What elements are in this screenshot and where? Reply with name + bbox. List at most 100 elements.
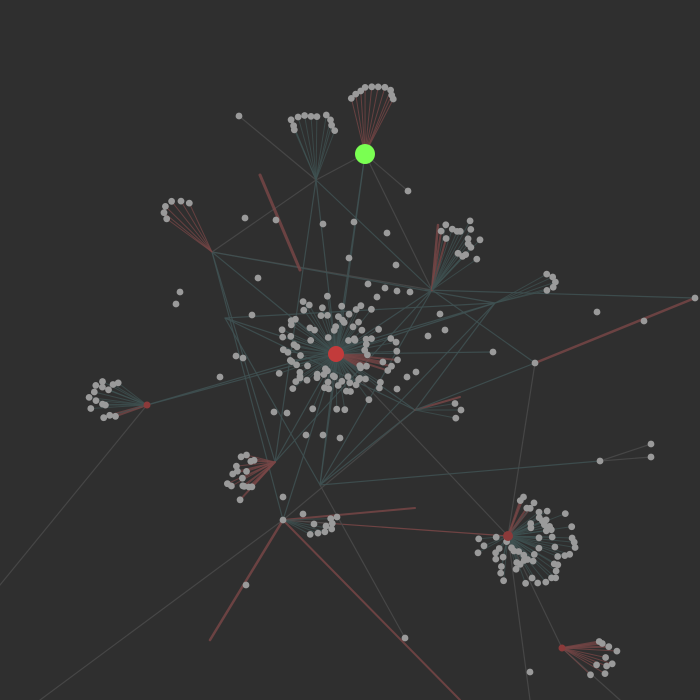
leaf-node[interactable]: [393, 287, 401, 295]
leaf-node[interactable]: [287, 116, 295, 124]
leaf-node[interactable]: [529, 557, 537, 565]
leaf-node[interactable]: [541, 521, 548, 529]
leaf-node[interactable]: [593, 308, 601, 316]
leaf-node[interactable]: [311, 326, 318, 334]
leaf-node[interactable]: [473, 255, 481, 263]
leaf-node[interactable]: [548, 574, 555, 582]
leaf-node[interactable]: [250, 456, 258, 464]
leaf-node[interactable]: [176, 288, 184, 296]
leaf-node[interactable]: [552, 567, 560, 575]
leaf-node[interactable]: [593, 661, 600, 669]
leaf-node[interactable]: [551, 543, 559, 551]
leaf-node[interactable]: [437, 227, 445, 235]
leaf-node[interactable]: [177, 197, 185, 205]
leaf-node[interactable]: [302, 431, 310, 439]
leaf-node[interactable]: [163, 215, 171, 223]
leaf-node[interactable]: [306, 531, 314, 538]
leaf-node[interactable]: [112, 412, 119, 420]
leaf-node[interactable]: [373, 293, 381, 301]
leaf-node[interactable]: [279, 333, 287, 341]
leaf-node[interactable]: [317, 312, 325, 319]
leaf-node[interactable]: [394, 356, 401, 364]
leaf-node[interactable]: [322, 522, 330, 530]
leaf-node[interactable]: [512, 565, 520, 573]
leaf-node[interactable]: [99, 378, 106, 385]
leaf-node[interactable]: [531, 359, 539, 367]
leaf-node[interactable]: [287, 332, 295, 340]
leaf-node[interactable]: [451, 400, 459, 407]
leaf-node[interactable]: [340, 319, 348, 326]
leaf-node[interactable]: [347, 95, 355, 102]
leaf-node[interactable]: [361, 84, 369, 91]
leaf-node[interactable]: [549, 283, 557, 291]
leaf-node[interactable]: [404, 187, 412, 195]
leaf-node[interactable]: [587, 671, 594, 679]
hub-node[interactable]: [143, 401, 151, 409]
selected-node[interactable]: [355, 144, 375, 164]
leaf-node[interactable]: [324, 378, 332, 386]
leaf-node[interactable]: [352, 381, 360, 389]
leaf-node[interactable]: [322, 365, 329, 373]
leaf-node[interactable]: [554, 553, 562, 560]
leaf-node[interactable]: [377, 378, 384, 386]
leaf-node[interactable]: [602, 654, 609, 661]
leaf-node[interactable]: [376, 384, 383, 392]
leaf-node[interactable]: [476, 236, 484, 244]
leaf-node[interactable]: [406, 288, 414, 296]
leaf-node[interactable]: [92, 382, 100, 389]
leaf-node[interactable]: [109, 381, 117, 388]
leaf-node[interactable]: [333, 405, 341, 413]
leaf-node[interactable]: [99, 400, 106, 408]
leaf-node[interactable]: [349, 323, 357, 331]
leaf-node[interactable]: [534, 579, 542, 587]
leaf-node[interactable]: [319, 431, 327, 439]
leaf-node[interactable]: [160, 209, 168, 217]
leaf-node[interactable]: [364, 280, 372, 288]
leaf-node[interactable]: [535, 508, 543, 516]
leaf-node[interactable]: [345, 337, 352, 344]
leaf-node[interactable]: [568, 523, 576, 531]
leaf-node[interactable]: [185, 199, 193, 207]
leaf-node[interactable]: [474, 549, 482, 557]
leaf-node[interactable]: [520, 493, 527, 501]
leaf-node[interactable]: [328, 520, 336, 527]
leaf-node[interactable]: [333, 513, 341, 521]
leaf-node[interactable]: [239, 482, 247, 490]
leaf-node[interactable]: [162, 203, 169, 210]
leaf-node[interactable]: [467, 226, 475, 233]
leaf-node[interactable]: [547, 526, 555, 534]
leaf-node[interactable]: [561, 510, 569, 517]
leaf-node[interactable]: [351, 336, 359, 344]
leaf-node[interactable]: [243, 451, 250, 459]
leaf-node[interactable]: [452, 414, 460, 422]
leaf-node[interactable]: [530, 499, 538, 507]
leaf-node[interactable]: [235, 112, 243, 120]
leaf-node[interactable]: [392, 338, 400, 346]
leaf-node[interactable]: [526, 668, 534, 676]
leaf-node[interactable]: [570, 538, 578, 546]
leaf-node[interactable]: [290, 341, 298, 349]
leaf-node[interactable]: [345, 310, 353, 318]
leaf-node[interactable]: [522, 579, 529, 587]
leaf-node[interactable]: [454, 249, 462, 257]
leaf-node[interactable]: [497, 569, 505, 577]
leaf-node[interactable]: [601, 670, 609, 677]
leaf-node[interactable]: [233, 462, 240, 470]
leaf-node[interactable]: [294, 113, 302, 121]
leaf-node[interactable]: [457, 406, 465, 414]
leaf-node[interactable]: [480, 542, 488, 550]
leaf-node[interactable]: [105, 386, 112, 394]
leaf-node[interactable]: [361, 346, 369, 354]
leaf-node[interactable]: [324, 292, 331, 300]
leaf-node[interactable]: [90, 388, 98, 396]
leaf-node[interactable]: [441, 326, 449, 334]
leaf-node[interactable]: [596, 457, 604, 465]
leaf-node[interactable]: [647, 440, 655, 448]
leaf-node[interactable]: [608, 660, 616, 668]
leaf-node[interactable]: [384, 367, 392, 374]
leaf-node[interactable]: [293, 361, 300, 369]
leaf-node[interactable]: [475, 535, 483, 543]
leaf-node[interactable]: [289, 385, 297, 392]
leaf-node[interactable]: [275, 370, 283, 377]
